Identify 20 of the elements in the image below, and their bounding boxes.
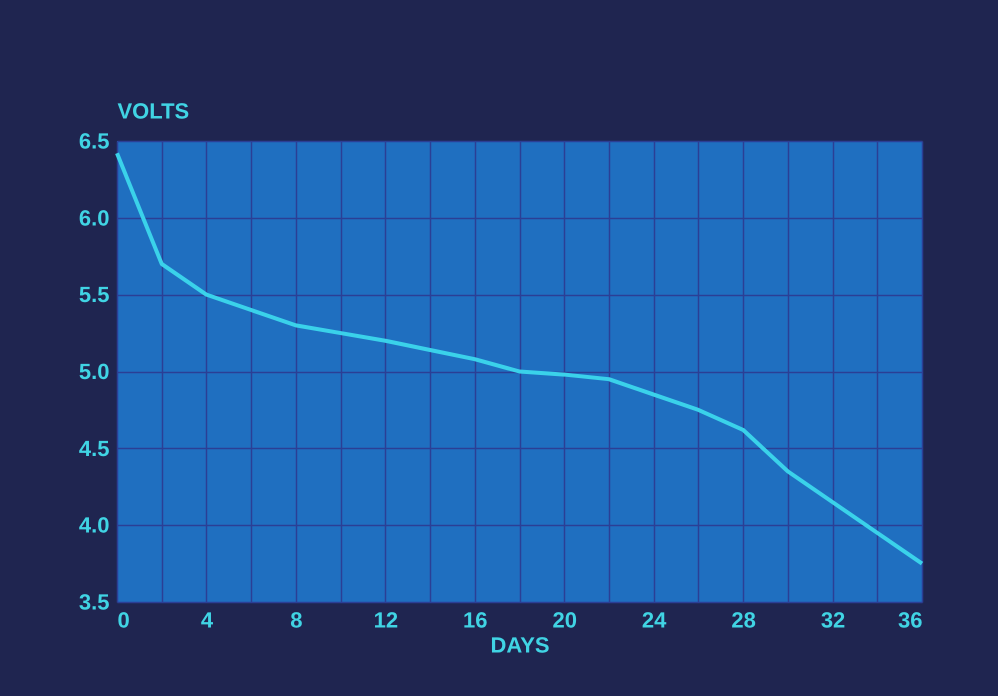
x-tick-label: 16 bbox=[463, 608, 488, 632]
x-tick-label: 4 bbox=[200, 608, 214, 632]
x-tick-label: 28 bbox=[731, 608, 756, 632]
y-tick-label: 3.5 bbox=[78, 590, 110, 614]
y-tick-label: 5.0 bbox=[78, 359, 110, 384]
x-tick-label: 12 bbox=[374, 608, 398, 632]
x-tick-label: 32 bbox=[820, 608, 846, 632]
y-tick-label: 6.0 bbox=[78, 205, 110, 230]
x-tick-label: 8 bbox=[290, 608, 303, 632]
y-axis-title: VOLTS bbox=[118, 98, 190, 124]
y-tick-label: 6.5 bbox=[78, 128, 110, 154]
x-tick-label: 36 bbox=[898, 608, 922, 632]
y-tick-label: 4.5 bbox=[78, 436, 110, 461]
line-series bbox=[115, 151, 924, 566]
y-tick-label: 5.5 bbox=[78, 282, 110, 308]
x-tick-label: 20 bbox=[552, 608, 577, 632]
x-tick-label: 24 bbox=[642, 608, 668, 632]
y-tick-label: 4.0 bbox=[78, 512, 110, 538]
x-tick-label: 0 bbox=[118, 608, 130, 632]
x-axis-title: DAYS bbox=[490, 632, 550, 658]
